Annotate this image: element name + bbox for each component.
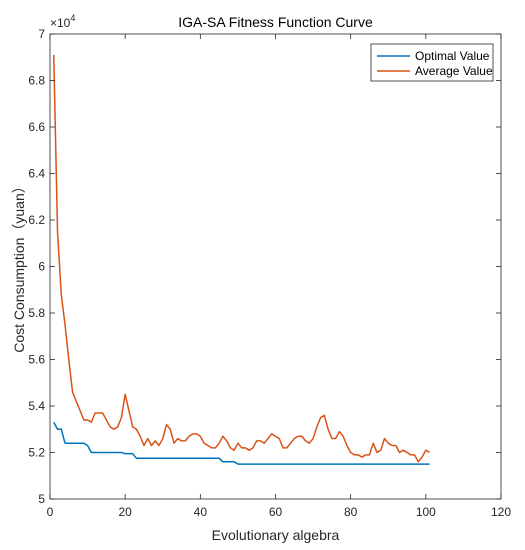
y-tick-label: 5.2	[28, 446, 45, 460]
x-tick-label: 0	[47, 505, 54, 519]
legend-label-average: Average Value	[415, 64, 493, 78]
y-tick-label: 5.8	[28, 306, 45, 320]
y-axis-multiplier: ×104	[50, 13, 75, 30]
y-tick-label: 6.4	[28, 167, 45, 181]
series-line-optimal-value	[53, 421, 430, 465]
y-tick-label: 5	[38, 492, 45, 506]
y-tick-label: 6.8	[28, 74, 45, 88]
x-axis-label: Evolutionary algebra	[212, 527, 340, 543]
x-tick-label: 20	[118, 505, 132, 519]
y-axis-multiplier-exponent: 4	[70, 13, 75, 23]
y-axis-multiplier-base: ×10	[50, 16, 71, 30]
plot-area	[50, 34, 501, 499]
y-tick-label: 5.4	[28, 399, 45, 413]
y-tick-label: 7	[38, 27, 45, 41]
legend-label-optimal: Optimal Value	[415, 49, 490, 63]
y-tick-label: 6.6	[28, 120, 45, 134]
y-tick-label: 6.2	[28, 213, 45, 227]
x-tick-label: 120	[491, 505, 511, 519]
x-tick-label: 40	[194, 505, 208, 519]
x-tick-label: 80	[344, 505, 358, 519]
x-tick-label: 100	[416, 505, 436, 519]
y-axis-label: Cost Consumption（yuan）	[11, 179, 27, 353]
legend: Optimal Value Average Value	[370, 43, 494, 82]
y-tick-label: 6	[38, 260, 45, 274]
chart-title: IGA-SA Fitness Function Curve	[178, 14, 373, 30]
y-tick-label: 5.6	[28, 353, 45, 367]
legend-box	[370, 43, 494, 82]
series-group	[53, 54, 430, 465]
series-line-average-value	[53, 54, 430, 463]
x-tick-label: 60	[269, 505, 283, 519]
ticks-group: 0 20 40 60 80 100 120 5 5.2 5.4 5.6 5.8 6 6.2 6.4 6.6 6.…	[28, 27, 511, 519]
